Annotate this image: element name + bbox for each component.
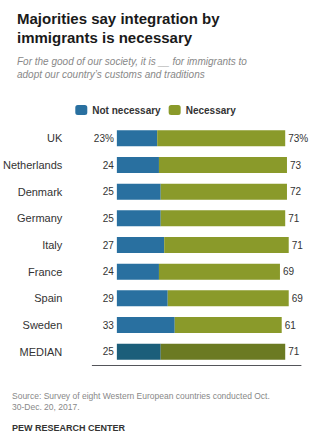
svg-text:23%: 23% — [94, 133, 114, 144]
svg-text:Sweden: Sweden — [23, 319, 63, 331]
svg-text:Source: Survey of eight Wester: Source: Survey of eight Western European… — [12, 391, 270, 401]
svg-text:Germany: Germany — [17, 212, 63, 224]
svg-text:61: 61 — [285, 320, 297, 331]
svg-text:29: 29 — [103, 293, 115, 304]
svg-text:Denmark: Denmark — [18, 186, 63, 198]
svg-text:69: 69 — [283, 266, 295, 277]
svg-text:Netherlands: Netherlands — [3, 159, 63, 171]
svg-text:25: 25 — [103, 346, 115, 357]
svg-text:Spain: Spain — [34, 292, 62, 304]
svg-text:71: 71 — [288, 346, 300, 357]
svg-text:PEW RESEARCH CENTER: PEW RESEARCH CENTER — [12, 423, 126, 433]
svg-text:24: 24 — [103, 266, 115, 277]
svg-text:immigrants is necessary: immigrants is necessary — [17, 29, 193, 46]
svg-text:25: 25 — [103, 213, 115, 224]
svg-text:France: France — [28, 266, 62, 278]
svg-text:Majorities say integration by: Majorities say integration by — [17, 10, 220, 27]
svg-text:MEDIAN: MEDIAN — [20, 346, 63, 358]
svg-text:Italy: Italy — [42, 239, 63, 251]
svg-text:33: 33 — [103, 320, 115, 331]
svg-text:71: 71 — [292, 240, 304, 251]
svg-text:27: 27 — [103, 240, 115, 251]
svg-text:30-Dec. 20, 2017.: 30-Dec. 20, 2017. — [12, 402, 80, 412]
svg-text:72: 72 — [290, 186, 302, 197]
svg-text:UK: UK — [47, 132, 63, 144]
svg-text:71: 71 — [288, 213, 300, 224]
svg-text:69: 69 — [292, 293, 304, 304]
svg-text:Not necessary: Not necessary — [92, 105, 161, 116]
svg-text:25: 25 — [103, 186, 115, 197]
svg-text:73: 73 — [290, 160, 302, 171]
svg-text:73%: 73% — [288, 133, 308, 144]
svg-text:adopt our country’s customs an: adopt our country’s customs and traditio… — [17, 69, 205, 80]
svg-text:Necessary: Necessary — [186, 105, 236, 116]
svg-text:For the good of our society, i: For the good of our society, it is __ fo… — [17, 56, 247, 67]
svg-text:24: 24 — [103, 160, 115, 171]
